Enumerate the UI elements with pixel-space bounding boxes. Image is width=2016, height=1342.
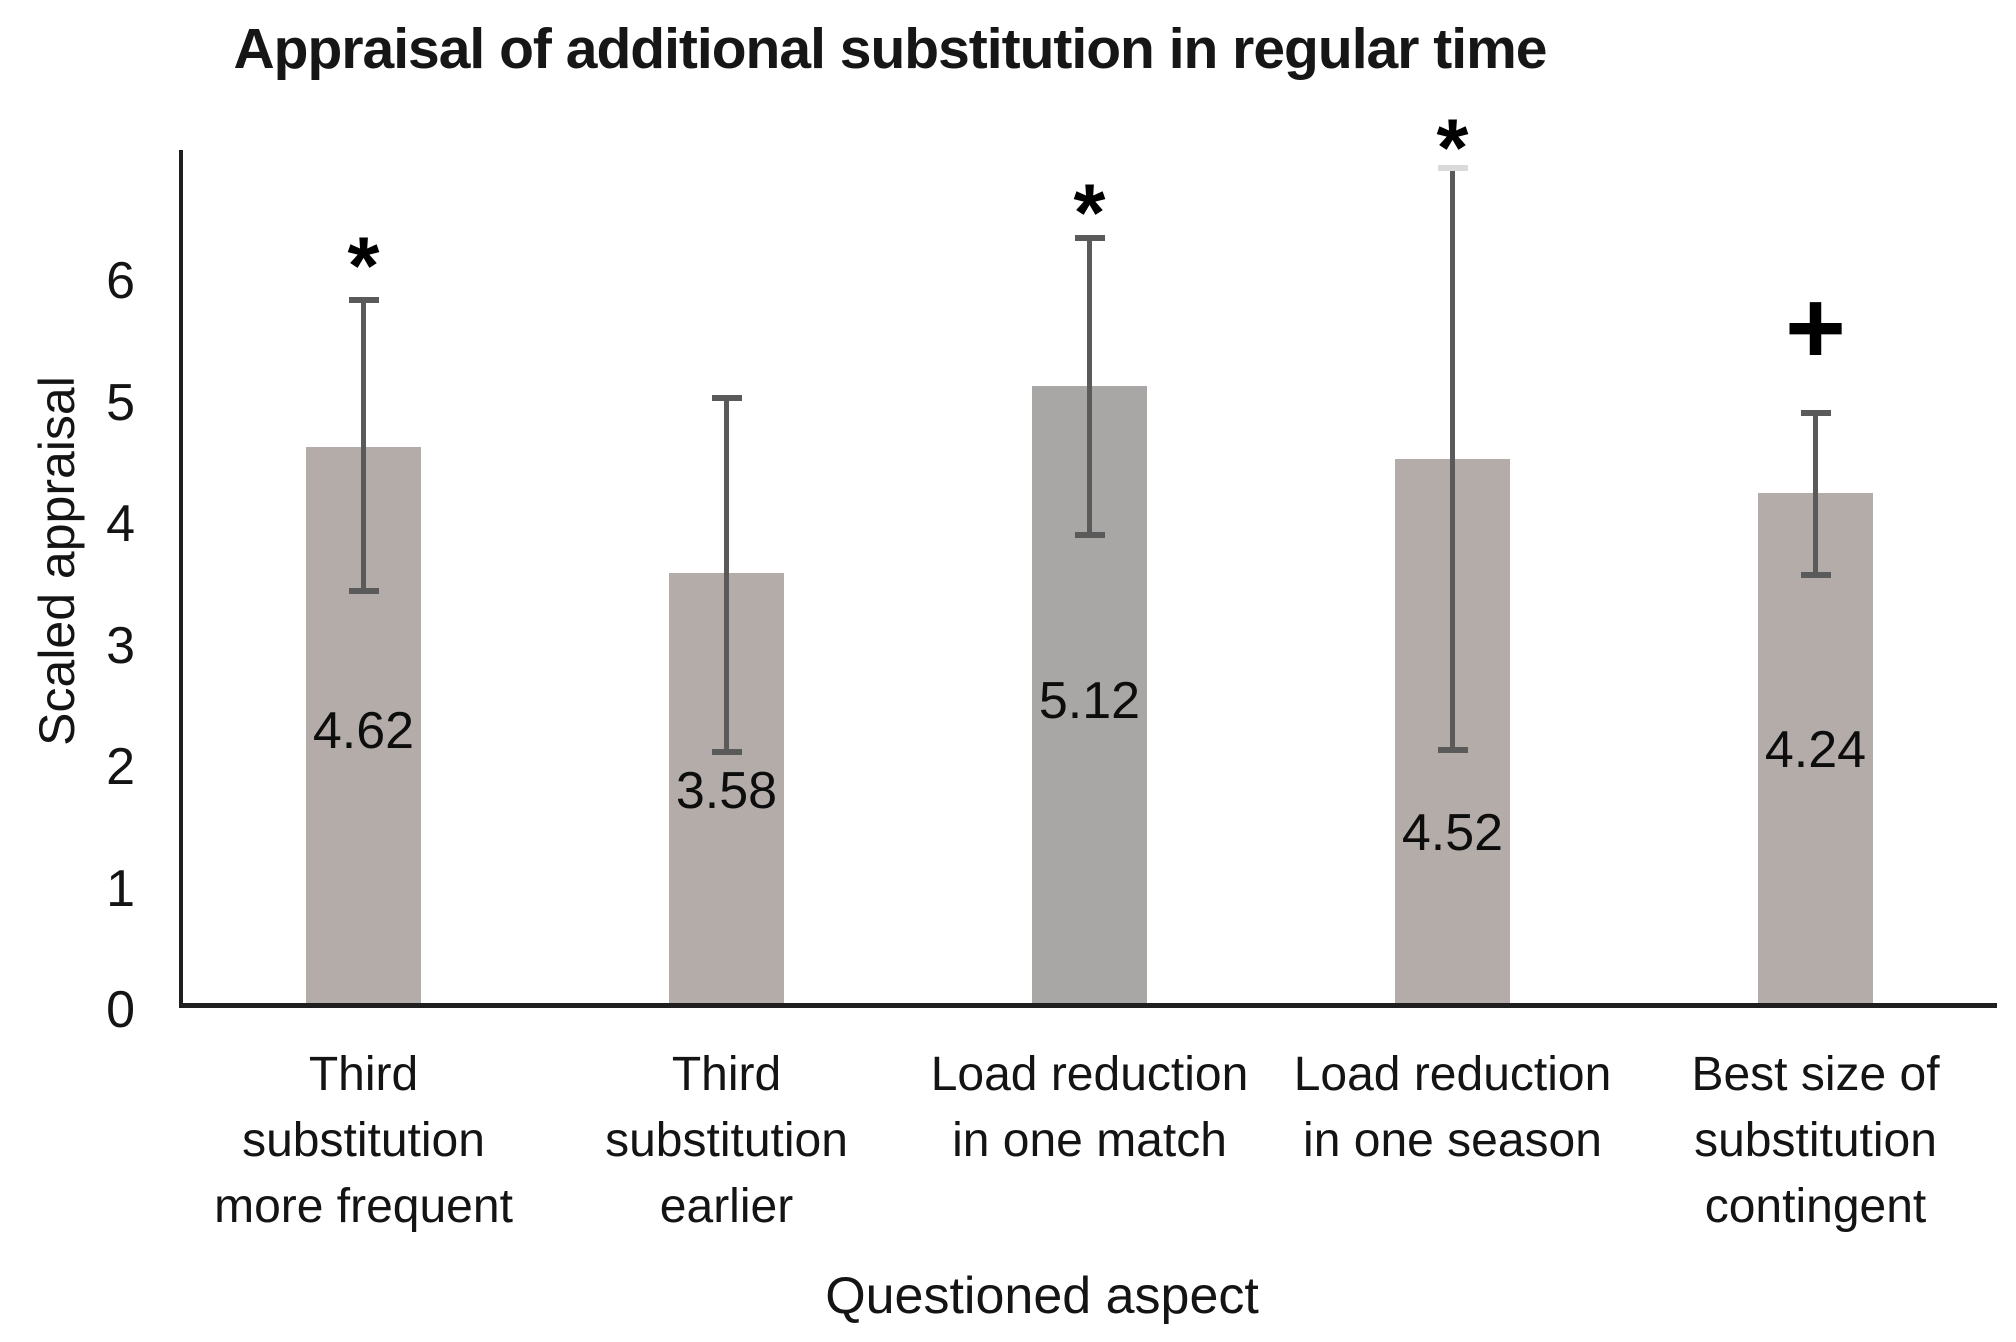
error-bar-top-cap-5 xyxy=(1800,409,1831,416)
x-axis-line xyxy=(179,1003,1997,1008)
significance-marker-4: * xyxy=(1436,102,1469,194)
error-bar-line-1 xyxy=(361,299,366,592)
y-axis-line xyxy=(179,150,183,1008)
x-axis-title: Questioned aspect xyxy=(825,1267,1259,1325)
significance-marker-5: + xyxy=(1785,269,1846,386)
category-label-5: Best size of substitution contingent xyxy=(1691,1048,1940,1233)
bar-5 xyxy=(1758,492,1873,1008)
significance-marker-1: * xyxy=(347,220,380,312)
error-bar-top-cap-3 xyxy=(1074,234,1105,241)
error-bar-bottom-cap-2 xyxy=(711,748,742,755)
bar-value-label-2: 3.58 xyxy=(675,761,778,820)
error-bar-line-2 xyxy=(724,398,729,752)
category-label-1: Third substitution more frequent xyxy=(214,1048,513,1233)
category-label-4: Load reduction in one season xyxy=(1293,1048,1612,1167)
y-tick-label-2: 2 xyxy=(106,738,135,796)
bar-value-label-3: 5.12 xyxy=(1038,671,1141,730)
chart-title: Appraisal of additional substitution in … xyxy=(233,17,1548,81)
y-tick-label-1: 1 xyxy=(106,859,135,918)
bar-value-label-4: 4.52 xyxy=(1401,804,1504,863)
category-label-3: Load reduction in one match xyxy=(930,1048,1249,1167)
y-tick-label-6: 6 xyxy=(106,252,135,310)
error-bar-top-cap-1 xyxy=(348,296,379,303)
y-tick-label-0: 0 xyxy=(106,981,135,1039)
error-bar-top-cap-2 xyxy=(711,395,742,402)
error-bar-line-4 xyxy=(1450,168,1455,751)
significance-marker-3: * xyxy=(1073,168,1106,260)
y-tick-label-4: 4 xyxy=(106,495,135,553)
y-tick-label-3: 3 xyxy=(106,616,135,675)
bar-value-label-5: 4.24 xyxy=(1764,721,1867,780)
error-bar-top-cap-4 xyxy=(1437,165,1468,172)
y-tick-label-5: 5 xyxy=(106,373,135,432)
error-bar-bottom-cap-4 xyxy=(1437,747,1468,754)
error-bar-bottom-cap-1 xyxy=(348,588,379,595)
category-label-2: Third substitution earlier xyxy=(605,1048,848,1233)
error-bar-line-3 xyxy=(1087,237,1092,536)
bar-value-label-1: 4.62 xyxy=(312,701,415,760)
error-bar-bottom-cap-5 xyxy=(1800,572,1831,579)
error-bar-line-5 xyxy=(1813,412,1818,576)
error-bar-bottom-cap-3 xyxy=(1074,532,1105,539)
